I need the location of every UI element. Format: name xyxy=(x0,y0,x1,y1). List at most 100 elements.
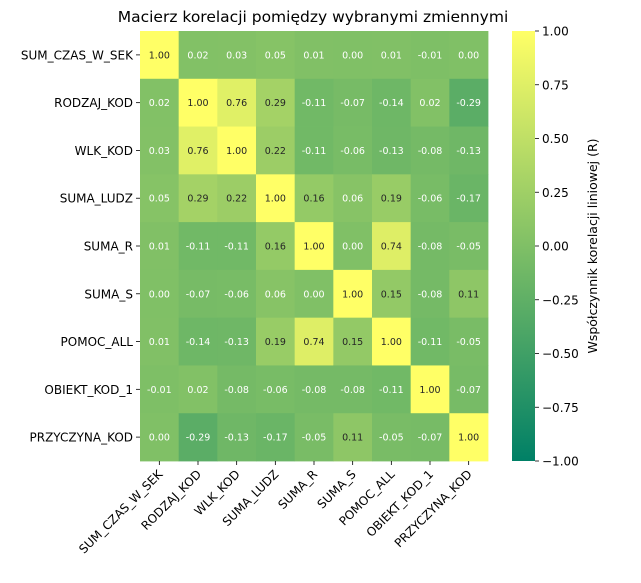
heatmap-cell-7-1 xyxy=(178,365,218,414)
cell-value-label-2-2: 1.00 xyxy=(226,146,247,157)
heatmap-cell-7-6 xyxy=(372,365,412,414)
heatmap-cell-4-4 xyxy=(294,222,334,271)
heatmap-cell-6-5 xyxy=(333,317,373,366)
cell-value-label-4-1: -0.11 xyxy=(186,242,211,253)
heatmap-cell-0-7 xyxy=(410,31,450,80)
heatmap-cell-2-5 xyxy=(333,126,373,175)
cell-value-label-0-1: 0.02 xyxy=(187,50,208,61)
cell-value-label-1-5: -0.07 xyxy=(340,98,365,109)
cell-value-label-6-4: 0.74 xyxy=(303,337,324,348)
heatmap-cell-8-3 xyxy=(256,413,296,462)
heatmap-cell-6-0 xyxy=(140,317,180,366)
cell-value-label-6-3: 0.19 xyxy=(265,337,286,348)
heatmap-cell-8-1 xyxy=(178,413,218,462)
cell-value-label-7-6: -0.11 xyxy=(379,385,404,396)
cell-value-label-6-6: 1.00 xyxy=(381,337,402,348)
heatmap-cell-3-2 xyxy=(217,174,257,223)
cell-value-label-3-5: 0.06 xyxy=(342,194,363,205)
colorbar-tick-label: 0.25 xyxy=(542,186,569,200)
y-tick-label: POMOC_ALL xyxy=(61,335,134,349)
cell-value-label-7-0: -0.01 xyxy=(147,385,172,396)
colorbar-tick-label: 1.00 xyxy=(542,25,569,39)
y-tick-label: SUM_CZAS_W_SEK xyxy=(21,48,134,62)
cell-value-label-3-2: 0.22 xyxy=(226,194,247,205)
cell-value-label-3-8: -0.17 xyxy=(456,194,481,205)
cell-value-label-7-1: 0.02 xyxy=(187,385,208,396)
colorbar-tick-label: 0.00 xyxy=(542,240,569,254)
heatmap-cell-7-2 xyxy=(217,365,257,414)
cell-value-label-6-0: 0.01 xyxy=(149,337,170,348)
cell-value-label-6-8: -0.05 xyxy=(456,337,481,348)
heatmap-cell-1-1 xyxy=(178,78,218,127)
cell-value-label-6-1: -0.14 xyxy=(186,337,211,348)
heatmap-cell-1-2 xyxy=(217,78,257,127)
cell-value-label-5-7: -0.08 xyxy=(418,289,443,300)
cell-value-label-5-0: 0.00 xyxy=(149,289,170,300)
heatmap-cell-4-5 xyxy=(333,222,373,271)
colorbar-tick-label: 0.50 xyxy=(542,132,569,146)
heatmap-cell-5-6 xyxy=(372,269,412,319)
y-tick-label: PRZYCZYNA_KOD xyxy=(30,431,133,445)
heatmap-cell-0-6 xyxy=(372,31,412,80)
cell-value-label-8-5: 0.11 xyxy=(342,433,363,444)
heatmap-cell-2-3 xyxy=(256,126,296,175)
x-tick-label: OBIEKT_KOD_1 xyxy=(364,467,437,540)
cell-value-label-2-3: 0.22 xyxy=(265,146,286,157)
heatmap-cell-5-1 xyxy=(178,269,218,319)
heatmap-cell-5-5 xyxy=(333,269,373,319)
heatmap-cell-2-8 xyxy=(449,126,489,175)
cell-value-label-0-6: 0.01 xyxy=(381,50,402,61)
heatmap-cell-4-8 xyxy=(449,222,489,271)
heatmap-cell-0-0 xyxy=(140,31,180,80)
cell-value-label-7-3: -0.06 xyxy=(263,385,288,396)
cell-value-label-7-8: -0.07 xyxy=(456,385,481,396)
heatmap-cell-0-2 xyxy=(217,31,257,80)
cell-value-label-1-1: 1.00 xyxy=(187,98,208,109)
heatmap-cell-6-1 xyxy=(178,317,218,366)
heatmap-cell-2-1 xyxy=(178,126,218,175)
cell-value-label-6-2: -0.13 xyxy=(224,337,249,348)
cell-value-label-8-7: -0.07 xyxy=(418,433,443,444)
heatmap-cell-3-7 xyxy=(410,174,450,223)
colorbar-tick-label: 0.75 xyxy=(542,78,569,92)
cell-value-label-2-0: 0.03 xyxy=(149,146,170,157)
cell-value-label-7-4: -0.08 xyxy=(302,385,327,396)
cell-value-label-3-1: 0.29 xyxy=(187,194,208,205)
heatmap-cell-8-6 xyxy=(372,413,412,462)
cell-value-label-8-4: -0.05 xyxy=(302,433,327,444)
cell-value-label-1-2: 0.76 xyxy=(226,98,247,109)
cell-value-label-4-8: -0.05 xyxy=(456,242,481,253)
cell-value-label-3-4: 0.16 xyxy=(303,194,324,205)
heatmap-cell-1-8 xyxy=(449,78,489,127)
cell-value-label-8-1: -0.29 xyxy=(186,433,211,444)
colorbar-tick-label: −0.50 xyxy=(542,347,579,361)
cell-value-label-2-1: 0.76 xyxy=(187,146,208,157)
cell-value-label-8-8: 1.00 xyxy=(458,433,479,444)
heatmap-cell-5-7 xyxy=(410,269,450,319)
heatmap-cell-0-4 xyxy=(294,31,334,80)
colorbar: 1.00 0.75 0.50 0.25 0.00 −0.25 −0.50 −0.75 −1.00… xyxy=(512,25,600,469)
heatmap-cell-4-2 xyxy=(217,222,257,271)
heatmap-cell-0-5 xyxy=(333,31,373,80)
y-tick-label: OBIEKT_KOD_1 xyxy=(44,383,133,397)
colorbar-ticks: 1.00 0.75 0.50 0.25 0.00 −0.25 −0.50 −0.75 −1.00 xyxy=(535,25,579,469)
cell-value-label-3-6: 0.19 xyxy=(381,194,402,205)
heatmap-cell-3-5 xyxy=(333,174,373,223)
heatmap-cell-4-7 xyxy=(410,222,450,271)
heatmap-cell-2-0 xyxy=(140,126,180,175)
heatmap-cell-3-1 xyxy=(178,174,218,223)
cell-value-label-1-0: 0.02 xyxy=(149,98,170,109)
heatmap-cell-1-5 xyxy=(333,78,373,127)
y-tick-label: SUMA_R xyxy=(84,240,133,254)
cell-value-label-3-0: 0.05 xyxy=(149,194,170,205)
heatmap-cell-2-2 xyxy=(217,126,257,175)
cell-value-label-0-0: 1.00 xyxy=(149,50,170,61)
cell-value-label-8-0: 0.00 xyxy=(149,433,170,444)
cell-value-label-2-4: -0.11 xyxy=(302,146,327,157)
heatmap-cell-5-3 xyxy=(256,269,296,319)
cell-value-label-3-3: 1.00 xyxy=(265,194,286,205)
colorbar-label: Współczynnik korelacji liniowej (R) xyxy=(585,138,600,353)
cell-value-label-8-3: -0.17 xyxy=(263,433,288,444)
